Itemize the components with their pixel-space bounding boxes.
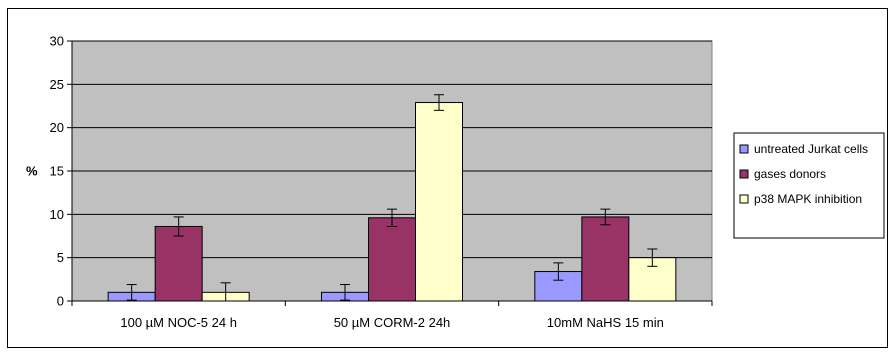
y-tick-label: 30: [50, 34, 64, 49]
bar-3-2: [415, 102, 463, 302]
x-tick-label: 10mM NaHS 15 min: [547, 315, 664, 330]
legend-label-3: p38 MAPK inhibition: [754, 192, 862, 206]
axes: 0 5 10 15 20 25 30% 100 µM NOC-5 24 h 50 µM CORM…: [26, 34, 713, 330]
y-tick-label: 5: [57, 250, 64, 265]
x-tick-label: 100 µM NOC-5 24 h: [120, 315, 237, 330]
legend-swatch-3: [739, 194, 749, 204]
bar-2-2: [368, 217, 416, 302]
legend-box: [733, 132, 885, 239]
bar-2-1: [154, 225, 203, 302]
legend-label-2: gases donors: [754, 167, 826, 181]
y-axis-label: %: [26, 164, 38, 179]
bars: [107, 94, 677, 302]
legend-swatch-1: [739, 144, 749, 154]
y-tick-label: 0: [57, 294, 64, 309]
legend-swatch-2: [739, 169, 749, 179]
legend: untreated Jurkat cells gases donors p38 MA…: [733, 132, 885, 239]
y-tick-label: 25: [50, 77, 64, 92]
y-tick-label: 20: [50, 120, 64, 135]
y-tick-label: 10: [50, 207, 64, 222]
bar-2-3: [581, 216, 630, 302]
x-tick-label: 50 µM CORM-2 24h: [334, 315, 451, 330]
y-tick-label: 15: [50, 164, 64, 179]
legend-label-1: untreated Jurkat cells: [754, 142, 868, 156]
